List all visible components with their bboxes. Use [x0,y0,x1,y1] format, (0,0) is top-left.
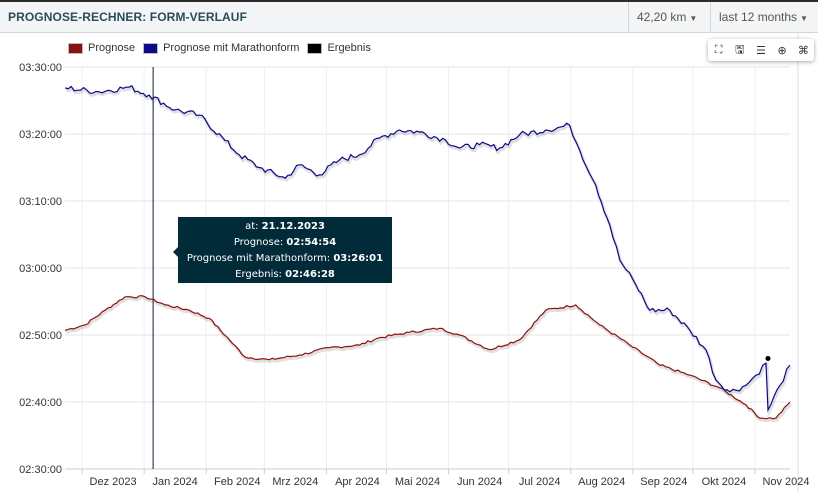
legend-swatch [307,42,323,54]
panel-title: PROGNOSE-RECHNER: FORM-VERLAUF [8,10,247,24]
y-tick-label: 02:50:00 [19,330,62,342]
tooltip-prognose: 02:54:54 [286,237,337,248]
tooltip-prognose-label: Prognose: [233,237,284,248]
x-tick-label: Aug 2024 [578,476,625,488]
tooltip-date: 21.12.2023 [261,221,325,232]
x-tick-label: Jan 2024 [153,476,198,488]
tooltip-ergebnis-label: Ergebnis: [235,269,282,280]
distance-value: 42,20 km [637,10,687,24]
legend-item-prognose[interactable]: Prognose [68,42,135,54]
x-tick-label: Jun 2024 [457,476,502,488]
series-shadow [65,85,793,418]
x-tick-label: Feb 2024 [214,476,260,488]
legend-item-ergebnis[interactable]: Ergebnis [307,42,371,54]
fullscreen-icon[interactable]: ⛶ [714,43,723,56]
x-tick-label: Mrz 2024 [272,476,318,488]
period-value: last 12 months [719,10,798,24]
y-tick-label: 03:10:00 [19,196,62,208]
chart-tooltip: at: 21.12.2023 Prognose: 02:54:54 Progno… [173,217,392,283]
period-dropdown[interactable]: last 12 months ▼ [710,2,818,33]
chevron-down-icon: ▼ [800,14,808,23]
tooltip-marathon-label: Prognose mit Marathonform: [186,253,331,264]
save-icon[interactable]: 🖫 [735,42,745,56]
legend-label: Prognose [88,42,136,54]
y-tick-label: 02:30:00 [19,464,62,476]
ergebnis-point [765,355,771,361]
x-tick-label: Apr 2024 [335,476,380,488]
x-tick-label: Mai 2024 [395,476,440,488]
tooltip-marathon: 03:26:01 [333,253,384,264]
y-tick-label: 02:40:00 [19,397,62,409]
x-tick-label: Okt 2024 [702,476,747,488]
panel-header: PROGNOSE-RECHNER: FORM-VERLAUF 42,20 km ▼… [0,0,818,33]
x-tick-label: Nov 2024 [762,476,809,488]
x-tick-label: Dez 2023 [90,476,137,488]
chart-legend: Prognose Prognose mit Marathonform Ergeb… [68,42,371,54]
legend-swatch [68,42,83,54]
chevron-down-icon: ▼ [689,14,698,23]
legend-label: Ergebnis [327,42,371,54]
legend-label: Prognose mit Marathonform [163,42,300,54]
crosshair-icon[interactable]: ⊕ [777,43,787,57]
tooltip-ergebnis: 02:46:28 [285,269,335,280]
x-tick-label: Jul 2024 [519,476,561,488]
tooltip-at-label: at: [245,221,259,232]
legend-swatch [143,42,159,54]
list-icon[interactable]: ☰ [756,43,766,57]
y-tick-label: 03:00:00 [19,263,62,275]
series-line-marathonform [64,85,791,413]
x-tick-label: Sep 2024 [640,476,687,488]
legend-item-marathonform[interactable]: Prognose mit Marathonform [143,42,299,54]
series-line-prognose [64,295,791,420]
y-tick-label: 03:20:00 [19,129,62,141]
series-shadow [65,296,793,423]
y-tick-label: 03:30:00 [19,62,62,74]
distance-dropdown[interactable]: 42,20 km ▼ [628,2,710,33]
crop-icon[interactable]: ⌘ [797,43,809,57]
chart-toolbar: ⛶ 🖫 ☰ ⊕ ⌘ [708,39,814,61]
